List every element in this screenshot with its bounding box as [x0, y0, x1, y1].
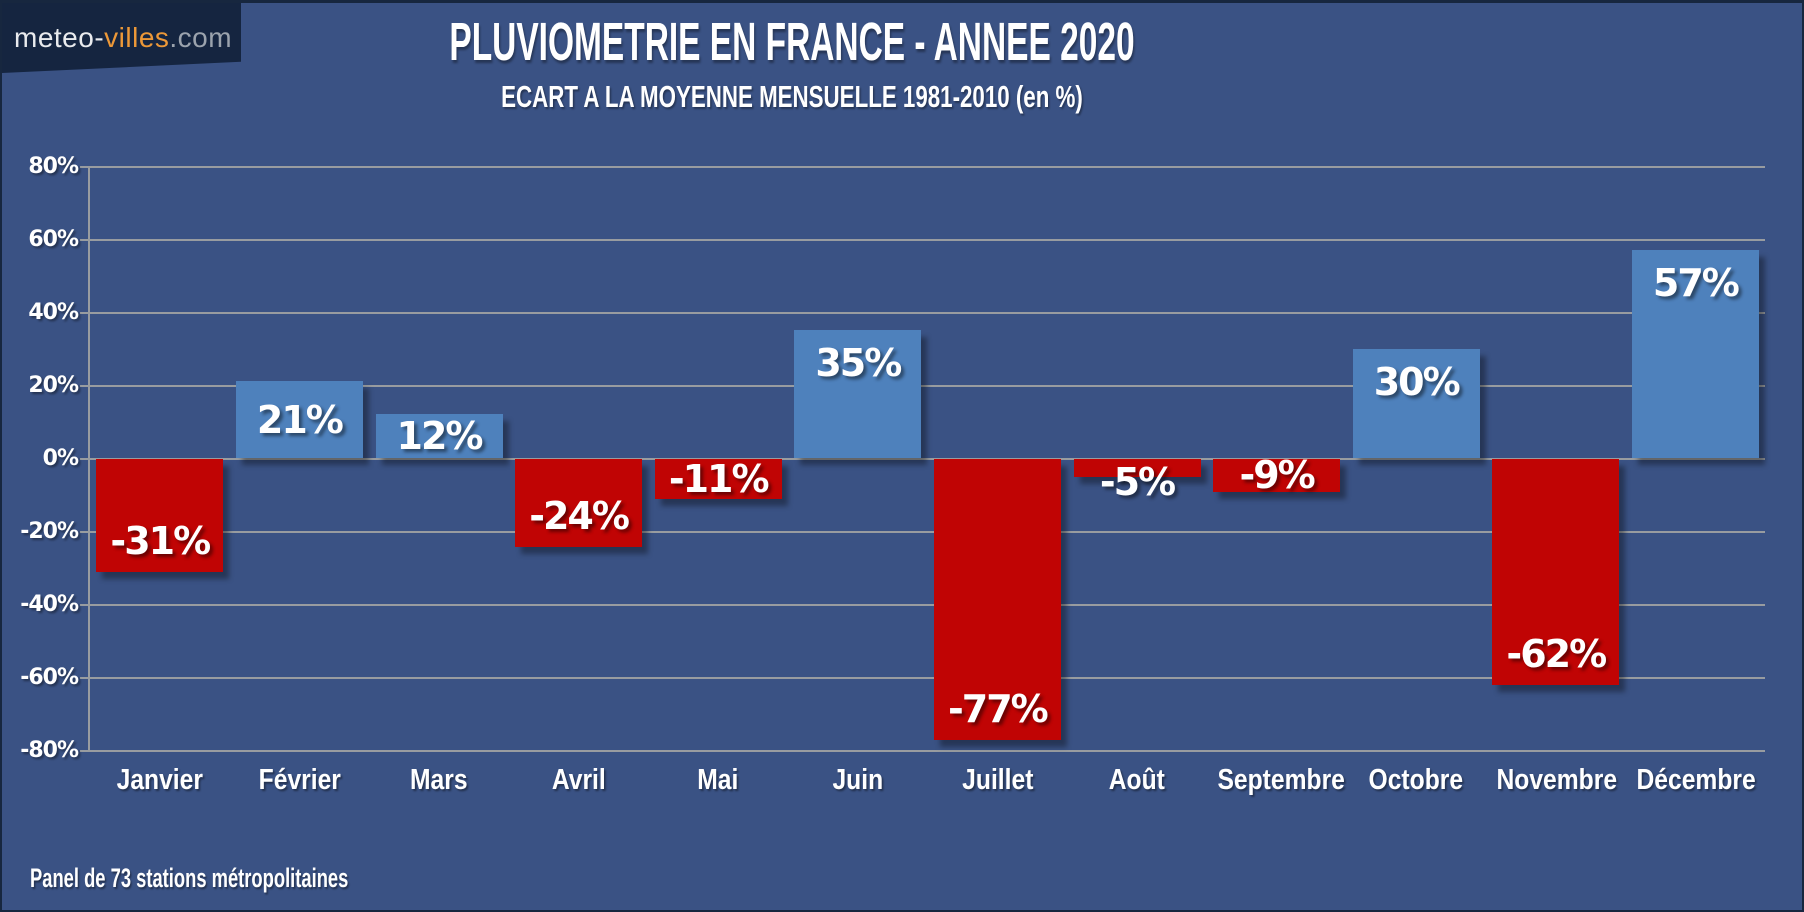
bar-value-label: 21%: [256, 397, 344, 442]
y-axis-tick: [80, 458, 90, 460]
gridline: [90, 677, 1765, 679]
y-axis-tick: [80, 312, 90, 314]
x-axis-label-mai: Mai: [697, 764, 739, 796]
y-axis-label: 40%: [28, 300, 79, 325]
y-axis-label: -20%: [20, 519, 79, 544]
bar-value-label: -31%: [110, 519, 211, 564]
bar-mai: -11%: [654, 457, 782, 502]
gridline: [90, 312, 1765, 314]
bar-value-label: 12%: [396, 414, 484, 459]
bar-value-label: 35%: [815, 341, 902, 386]
x-axis-label-juin: Juin: [832, 764, 884, 796]
gridline: [90, 166, 1765, 168]
y-axis-label: -40%: [20, 592, 79, 617]
bar-value-label: -9%: [1239, 453, 1315, 498]
gridline: [90, 385, 1765, 387]
bar-septembre: -9%: [1213, 454, 1341, 496]
gridline: [90, 604, 1765, 606]
bar-value-label: -5%: [1099, 460, 1176, 505]
bar-octobre: 30%: [1352, 348, 1480, 458]
y-axis-label: 80%: [28, 154, 79, 179]
bar-janvier: -31%: [96, 459, 224, 573]
y-axis-tick: [80, 604, 90, 606]
x-axis-label-fevrier: Février: [258, 764, 341, 796]
y-axis-label: -80%: [20, 738, 79, 763]
x-axis-label-decembre: Décembre: [1636, 764, 1756, 796]
bar-novembre: -62%: [1492, 459, 1620, 686]
y-axis-label: 20%: [28, 373, 79, 398]
gridline: [90, 750, 1765, 752]
bar-value-label: -24%: [529, 493, 630, 538]
bar-decembre: 57%: [1631, 249, 1759, 458]
bar-juin: 35%: [794, 330, 922, 458]
chart-header: PLUVIOMETRIE EN FRANCE - ANNEE 2020 ECAR…: [2, 13, 1582, 115]
page-title: PLUVIOMETRIE EN FRANCE - ANNEE 2020: [449, 12, 1135, 72]
chart-subtitle: ECART A LA MOYENNE MENSUELLE 1981-2010 (…: [501, 79, 1083, 114]
y-axis-label: 0%: [42, 446, 79, 471]
bar-value-label: -62%: [1506, 632, 1607, 677]
logo-text-meteo: meteo-: [14, 22, 105, 53]
y-axis-tick: [80, 239, 90, 241]
y-axis-tick: [80, 677, 90, 679]
logo-text-com: .com: [169, 22, 233, 53]
bar-value-label: 30%: [1373, 359, 1461, 404]
x-axis-label-septembre: Septembre: [1217, 764, 1345, 796]
y-axis-tick: [80, 750, 90, 752]
y-axis-tick: [80, 166, 90, 168]
x-axis-label-octobre: Octobre: [1368, 764, 1464, 796]
bar-juillet: -77%: [933, 459, 1061, 741]
y-axis-tick: [80, 385, 90, 387]
bar-value-label: 57%: [1652, 260, 1740, 305]
y-axis-label: 60%: [28, 227, 79, 252]
gridline: [90, 531, 1765, 533]
footer-note: Panel de 73 stations métropolitaines: [30, 863, 349, 893]
x-axis-label-juillet: Juillet: [961, 764, 1034, 796]
y-axis-label: -60%: [20, 665, 79, 690]
x-axis-label-mars: Mars: [410, 764, 468, 796]
bar-aout: -5%: [1073, 459, 1201, 503]
x-axis-label-aout: Août: [1108, 764, 1166, 796]
x-axis-label-novembre: Novembre: [1496, 764, 1618, 796]
bar-value-label: -77%: [948, 687, 1049, 732]
x-axis-label-janvier: Janvier: [116, 764, 203, 796]
y-axis-tick: [80, 531, 90, 533]
bar-avril: -24%: [515, 459, 643, 547]
bar-mars: 12%: [375, 414, 503, 459]
y-axis-line: [88, 166, 90, 752]
bar-value-label: -11%: [668, 457, 770, 502]
gridline: [90, 458, 1765, 460]
gridline: [90, 239, 1765, 241]
logo: meteo-villes .com: [2, 3, 241, 73]
bar-fevrier: 21%: [235, 381, 363, 458]
logo-text-villes: villes: [104, 22, 170, 53]
bar-chart-area: 80% 60% 40% 20% 0% -20% -40% -60% -80% -31% Janvie…: [2, 3, 1802, 910]
x-axis-label-avril: Avril: [551, 764, 606, 796]
